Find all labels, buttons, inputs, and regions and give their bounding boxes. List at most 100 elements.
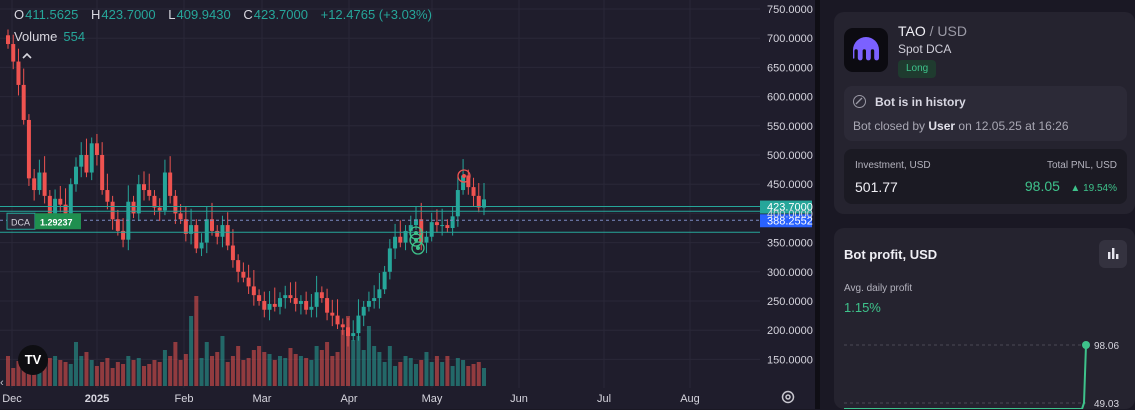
volume-label: Volume bbox=[14, 29, 58, 44]
history-title: Bot is in history bbox=[875, 95, 966, 109]
volume-bar bbox=[382, 362, 387, 386]
profit-axis-label: 49.03 bbox=[1094, 399, 1119, 409]
history-suffix: on 12.05.25 at 16:26 bbox=[958, 119, 1069, 133]
volume-bar bbox=[429, 362, 434, 386]
volume-bar bbox=[152, 360, 157, 386]
buy-marker-dot bbox=[416, 246, 420, 250]
volume-bar bbox=[330, 356, 335, 386]
volume-bar bbox=[58, 360, 63, 386]
volume-bar bbox=[241, 360, 246, 386]
bar-chart-icon[interactable] bbox=[1099, 240, 1127, 268]
candle-body bbox=[131, 201, 136, 214]
volume-bar bbox=[210, 356, 214, 386]
pnl-percent: ▲ 19.54% bbox=[1070, 183, 1117, 194]
candle-body bbox=[100, 155, 105, 191]
volume-bar bbox=[257, 346, 262, 386]
ohlc-low: 409.9430 bbox=[176, 7, 231, 22]
volume-bar bbox=[225, 362, 230, 386]
gear-icon[interactable] bbox=[779, 389, 797, 407]
dca-value-text: 1.29237 bbox=[40, 217, 73, 227]
candle-body bbox=[429, 222, 434, 237]
candle-body bbox=[241, 271, 246, 278]
volume-bar bbox=[298, 356, 303, 386]
candle-body bbox=[215, 230, 220, 237]
candle-body bbox=[366, 301, 371, 307]
volume-bar bbox=[147, 364, 152, 386]
profit-axis-label: 98.06 bbox=[1094, 341, 1119, 352]
candle-body bbox=[262, 301, 267, 310]
volume-bar bbox=[63, 362, 68, 386]
candle-body bbox=[476, 195, 481, 208]
volume-bar bbox=[309, 360, 314, 386]
pnl-value: 98.05 bbox=[1024, 178, 1060, 194]
time-axis: Dec 2025 Feb Mar Apr May Jun Jul Aug bbox=[2, 393, 700, 405]
candle-body bbox=[377, 289, 382, 299]
volume-bar bbox=[283, 358, 288, 386]
volume-bar bbox=[136, 358, 141, 386]
volume-bar bbox=[183, 354, 188, 386]
panel-divider[interactable] bbox=[815, 0, 820, 409]
tradingview-logo-icon[interactable]: TV bbox=[18, 345, 48, 375]
kraken-logo-icon bbox=[844, 28, 888, 72]
volume-bar bbox=[476, 362, 481, 386]
candle-body bbox=[398, 236, 403, 243]
candle-body bbox=[393, 236, 398, 249]
chevron-left-icon[interactable]: ‹ bbox=[0, 377, 4, 389]
avg-price-tag-text: 388.2552 bbox=[767, 215, 813, 227]
price-label: 350.0000 bbox=[767, 238, 813, 250]
dca-tag-text: DCA bbox=[11, 217, 30, 227]
candle-body bbox=[445, 225, 450, 228]
volume-bar bbox=[162, 350, 167, 386]
candle-body bbox=[173, 195, 178, 214]
chart-grid bbox=[0, 0, 760, 388]
volume-value: 554 bbox=[63, 29, 86, 44]
volume-bar bbox=[288, 348, 293, 386]
candle-body bbox=[21, 84, 26, 120]
volume-bar bbox=[293, 354, 298, 386]
candle-body bbox=[79, 155, 84, 167]
pair-quote: USD bbox=[937, 23, 967, 39]
price-chart-panel[interactable]: 423.7000 388.2552 DCA 1.29237 750.0000 700.0… bbox=[0, 0, 815, 409]
candle-body bbox=[136, 184, 141, 214]
volume-bar bbox=[361, 350, 366, 386]
volume-bar bbox=[419, 360, 424, 386]
candle-body bbox=[387, 248, 392, 272]
current-price-tag-text: 423.7000 bbox=[767, 202, 813, 214]
candle-body bbox=[335, 315, 340, 325]
trade-markers bbox=[409, 169, 471, 255]
time-label: Feb bbox=[175, 393, 194, 405]
volume-bar bbox=[105, 358, 110, 386]
volume-bar bbox=[340, 330, 345, 386]
candle-body bbox=[319, 292, 324, 299]
investment-value: 501.77 bbox=[855, 179, 898, 195]
volume-bar bbox=[79, 356, 84, 386]
candle-body bbox=[162, 172, 167, 211]
candle-body bbox=[194, 225, 199, 249]
candle-body bbox=[32, 178, 37, 191]
candle-body bbox=[466, 175, 471, 188]
candle-body bbox=[450, 216, 455, 228]
candle-body bbox=[382, 271, 387, 290]
volume-bar bbox=[461, 360, 466, 386]
candle-body bbox=[42, 172, 47, 196]
volume-legend: Volume 554 bbox=[14, 29, 85, 44]
volume-bar bbox=[372, 346, 377, 386]
volume-bar bbox=[100, 362, 105, 386]
candle-body bbox=[330, 312, 335, 316]
candle-body bbox=[361, 306, 366, 316]
volume-bar bbox=[157, 362, 162, 386]
volume-bar bbox=[16, 361, 21, 386]
chevron-up-icon[interactable] bbox=[18, 50, 36, 66]
price-label: 600.0000 bbox=[767, 92, 813, 104]
sell-marker bbox=[457, 169, 471, 183]
price-label: 750.0000 bbox=[767, 4, 813, 16]
volume-bar bbox=[466, 366, 471, 386]
price-label: 700.0000 bbox=[767, 33, 813, 45]
time-label: 2025 bbox=[85, 393, 109, 405]
profit-title: Bot profit, USD bbox=[844, 247, 938, 262]
volume-bar bbox=[278, 356, 282, 386]
volume-bar bbox=[26, 366, 31, 386]
candle-body bbox=[346, 327, 350, 337]
candle-body bbox=[157, 207, 162, 211]
